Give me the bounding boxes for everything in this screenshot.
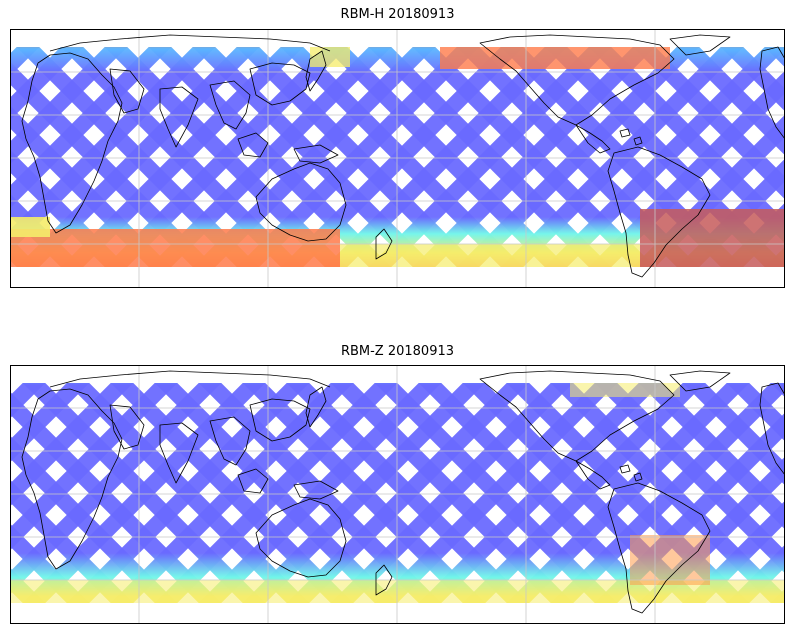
swath-ascending bbox=[10, 47, 128, 165]
coastlines bbox=[21, 370, 785, 614]
swath-ascending bbox=[418, 383, 662, 603]
swath-ascending bbox=[242, 383, 486, 603]
coastline-path bbox=[109, 68, 145, 114]
southern-band-west bbox=[10, 229, 340, 267]
coastline-path bbox=[633, 472, 643, 482]
northern-band bbox=[570, 383, 680, 397]
swath-ascending bbox=[456, 47, 700, 267]
coastline-path bbox=[633, 136, 643, 146]
coastline-path bbox=[249, 398, 311, 442]
coastlines bbox=[21, 34, 785, 278]
swath-ascending bbox=[506, 383, 750, 603]
coastline-path bbox=[607, 146, 711, 278]
swath-ascending bbox=[726, 544, 785, 603]
coastline-path bbox=[249, 62, 311, 106]
high-latitude-bands bbox=[10, 383, 785, 603]
coastline-path bbox=[305, 50, 327, 92]
satellite-swaths bbox=[10, 383, 785, 603]
panel-title-rbm-z: RBM-Z 20180913 bbox=[340, 344, 455, 359]
southern-band-patch bbox=[10, 217, 50, 237]
coastline-path bbox=[255, 162, 347, 242]
swath-ascending bbox=[682, 500, 785, 603]
swath-ascending bbox=[110, 383, 354, 603]
southern-band-mid bbox=[340, 244, 640, 267]
coastline-path bbox=[209, 416, 251, 466]
coastline-path bbox=[49, 34, 331, 52]
swath-ascending bbox=[330, 383, 574, 603]
swath-ascending bbox=[500, 47, 744, 267]
map-frame bbox=[10, 29, 785, 288]
coastline-path bbox=[255, 498, 347, 578]
coastline-path bbox=[669, 370, 731, 392]
coastline-path bbox=[21, 388, 123, 570]
swath-descending bbox=[726, 383, 785, 442]
swath-ascending bbox=[10, 47, 172, 209]
swath-ascending bbox=[10, 383, 90, 463]
coastline-path bbox=[305, 386, 327, 428]
coastline-path bbox=[375, 564, 393, 596]
coastline-path bbox=[109, 404, 145, 450]
map-gridlines bbox=[10, 365, 785, 624]
coastline-path bbox=[159, 422, 199, 484]
coastline-path bbox=[49, 370, 331, 388]
coastline-path bbox=[293, 144, 339, 164]
swath-ascending bbox=[374, 383, 618, 603]
coastline-path bbox=[759, 382, 785, 476]
coastline-path bbox=[159, 86, 199, 148]
northern-band bbox=[440, 47, 670, 69]
swath-ascending bbox=[22, 383, 266, 603]
swath-ascending bbox=[462, 383, 706, 603]
coastline-path bbox=[619, 128, 631, 138]
swath-descending bbox=[10, 523, 90, 603]
coastline-path bbox=[575, 124, 611, 154]
swath-ascending bbox=[198, 383, 442, 603]
coastline-path bbox=[237, 132, 269, 158]
swath-ascending bbox=[550, 383, 785, 603]
swath-descending bbox=[676, 47, 785, 156]
map-panel-rbm-h bbox=[10, 29, 785, 288]
southern-band bbox=[10, 580, 785, 603]
swath-ascending bbox=[544, 47, 785, 267]
swath-descending bbox=[682, 383, 785, 486]
map-frame bbox=[10, 365, 785, 624]
coastline-path bbox=[293, 480, 339, 500]
coastline-path bbox=[479, 370, 675, 462]
coastline-path bbox=[575, 460, 611, 490]
map-panel-rbm-z bbox=[10, 365, 785, 624]
coastline-path bbox=[209, 80, 251, 130]
coastline-path bbox=[237, 468, 269, 494]
coastline-path bbox=[607, 482, 711, 614]
swath-ascending bbox=[588, 70, 785, 267]
coastline-path bbox=[759, 46, 785, 140]
swath-ascending bbox=[10, 383, 222, 595]
coastline-path bbox=[669, 34, 731, 56]
swath-ascending bbox=[368, 47, 612, 267]
swath-ascending bbox=[10, 383, 134, 507]
swath-ascending bbox=[10, 47, 84, 121]
southern-band-east bbox=[640, 209, 785, 267]
high-latitude-bands bbox=[10, 47, 785, 267]
coastline-path bbox=[619, 464, 631, 474]
coastline-path bbox=[479, 34, 675, 126]
northern-band-patch bbox=[310, 47, 350, 67]
swath-ascending bbox=[10, 383, 178, 551]
coastline-path bbox=[21, 52, 123, 234]
panel-title-rbm-h: RBM-H 20180913 bbox=[340, 7, 455, 22]
map-gridlines bbox=[10, 29, 785, 288]
swath-ascending bbox=[154, 383, 398, 603]
coastline-path bbox=[375, 228, 393, 260]
swath-ascending bbox=[412, 47, 656, 267]
